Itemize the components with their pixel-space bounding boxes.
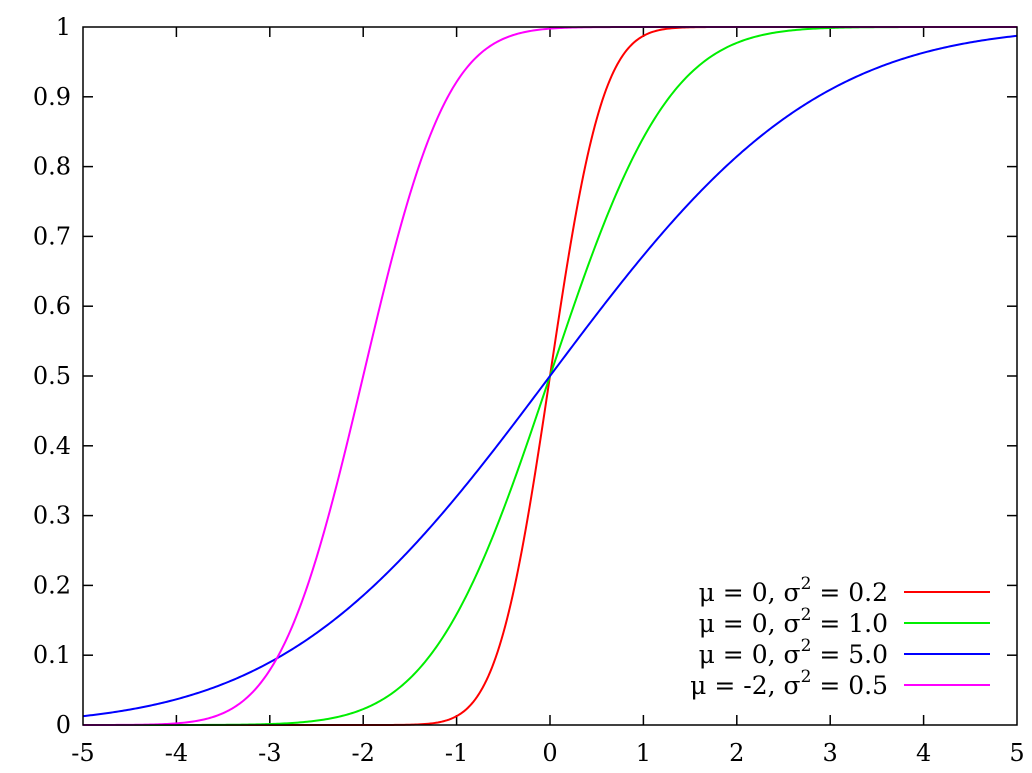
series-line-2 <box>82 34 1018 718</box>
legend-mu-text: μ = 0, σ <box>699 609 801 638</box>
legend-label-2: μ = 0, σ2 = 5.0 <box>699 636 888 669</box>
legend-mu-text: μ = 0, σ <box>699 640 801 669</box>
x-tick-label: -4 <box>165 739 188 767</box>
x-tick-label: -1 <box>445 739 468 767</box>
x-tick-label: -2 <box>352 739 375 767</box>
x-tick-label: -3 <box>258 739 281 767</box>
x-tick-label: 0 <box>542 739 557 767</box>
x-tick-label: 2 <box>729 739 744 767</box>
legend-mu-text: μ = -2, σ <box>690 671 800 700</box>
legend-variance-text: = 0.5 <box>811 671 888 700</box>
legend-mu-text: μ = 0, σ <box>699 578 801 607</box>
legend-superscript: 2 <box>801 636 812 656</box>
legend-variance-text: = 1.0 <box>811 609 888 638</box>
x-tick-label: 4 <box>916 739 931 767</box>
y-tick-label: 0.8 <box>33 153 71 181</box>
ticks-layer: -5 -4 -3 -2 -1 0 1 2 3 4 5 0 0.1 0.2 0.3 0.4 0.5 0.6 0.7 0.… <box>33 13 1025 767</box>
legend-label-1: μ = 0, σ2 = 1.0 <box>699 605 888 638</box>
y-tick-label: 0.3 <box>33 502 71 530</box>
legend-label-3: μ = -2, σ2 = 0.5 <box>690 667 888 700</box>
plot-frame <box>82 26 1018 726</box>
y-tick-label: 0.2 <box>33 571 71 599</box>
y-tick-label: 0.7 <box>33 222 71 250</box>
x-tick-label: 1 <box>636 739 651 767</box>
y-tick-label: 0 <box>56 711 71 739</box>
legend-variance-text: = 0.2 <box>811 578 888 607</box>
legend-superscript: 2 <box>801 605 812 625</box>
legend-superscript: 2 <box>801 574 812 594</box>
legend: μ = 0, σ2 = 0.2μ = 0, σ2 = 1.0μ = 0, σ2 … <box>690 574 990 700</box>
legend-label-0: μ = 0, σ2 = 0.2 <box>699 574 888 607</box>
y-tick-label: 0.5 <box>33 362 71 390</box>
y-tick-label: 0.9 <box>33 83 71 111</box>
y-tick-label: 0.4 <box>33 432 71 460</box>
legend-superscript: 2 <box>801 667 812 687</box>
y-tick-label: 1 <box>56 13 71 41</box>
legend-variance-text: = 5.0 <box>811 640 888 669</box>
x-tick-label: 3 <box>823 739 838 767</box>
y-tick-label: 0.1 <box>33 641 71 669</box>
x-tick-label: -5 <box>71 739 94 767</box>
x-tick-label: 5 <box>1009 739 1024 767</box>
y-tick-label: 0.6 <box>33 292 71 320</box>
